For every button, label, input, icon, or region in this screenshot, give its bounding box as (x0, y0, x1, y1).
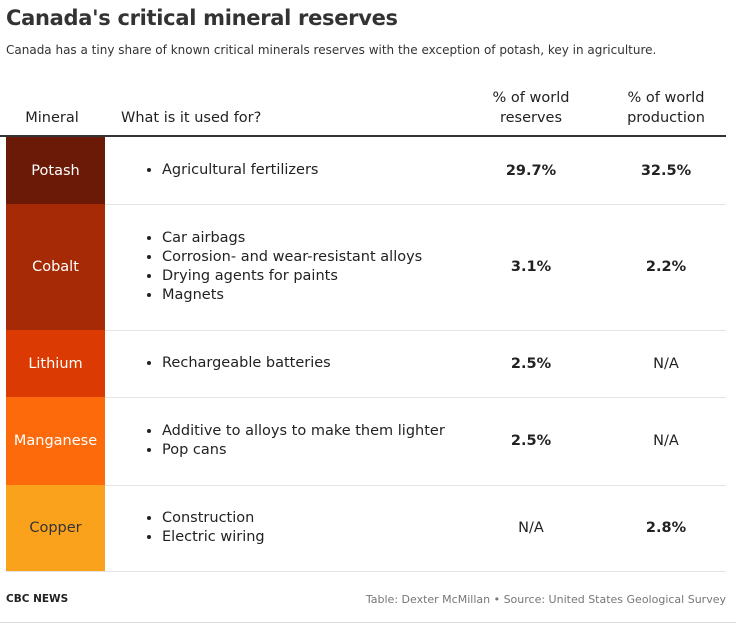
production-value: N/A (653, 355, 679, 372)
production-value: N/A (653, 433, 679, 449)
production-value: 32.5% (640, 162, 692, 179)
table-header: Mineral What is it used for? % of world … (6, 80, 726, 135)
uses-list: Rechargeable batteries (126, 354, 331, 373)
uses-list: Agricultural fertilizers (126, 161, 318, 180)
uses-list: ConstructionElectric wiring (126, 509, 265, 547)
uses-cell: Car airbagsCorrosion- and wear-resistant… (126, 204, 422, 330)
table-row: Copper ConstructionElectric wiring N/A 2.8% (6, 485, 726, 572)
table-row: Cobalt Car airbagsCorrosion- and wear-res… (6, 204, 726, 331)
uses-cell: Rechargeable batteries (126, 330, 331, 397)
uses-list: Car airbagsCorrosion- and wear-resistant… (126, 229, 422, 305)
header-reserves: % of world reserves (492, 90, 570, 126)
header-divider (0, 135, 726, 137)
use-item: Corrosion- and wear-resistant alloys (162, 248, 422, 267)
source-credit: Table: Dexter McMillan • Source: United … (365, 593, 726, 606)
use-item: Car airbags (162, 229, 422, 248)
use-item: Agricultural fertilizers (162, 161, 318, 180)
mineral-cell: Lithium (6, 330, 105, 397)
footer-divider (0, 622, 736, 623)
mineral-cell: Manganese (6, 397, 105, 485)
production-value: 2.8% (645, 520, 687, 536)
brand-logo: CBC NEWS (6, 593, 69, 605)
use-item: Drying agents for paints (162, 267, 422, 286)
use-item: Pop cans (162, 441, 445, 460)
use-item: Rechargeable batteries (162, 354, 331, 373)
mineral-cell: Potash (6, 137, 105, 204)
uses-cell: ConstructionElectric wiring (126, 485, 265, 571)
use-item: Electric wiring (162, 528, 265, 547)
chart-title: Canada's critical mineral reserves (6, 6, 398, 30)
header-mineral: Mineral (25, 110, 79, 126)
uses-cell: Agricultural fertilizers (126, 137, 318, 204)
use-item: Additive to alloys to make them lighter (162, 422, 445, 441)
reserves-value: 2.5% (510, 355, 552, 372)
header-use: What is it used for? (121, 110, 262, 126)
reserves-value: 2.5% (510, 433, 552, 449)
table-row: Lithium Rechargeable batteries 2.5% N/A (6, 330, 726, 398)
chart-subtitle: Canada has a tiny share of known critica… (6, 43, 657, 57)
header-production: % of world production (627, 90, 705, 126)
reserves-value: 29.7% (505, 162, 557, 179)
minerals-table: Mineral What is it used for? % of world … (6, 80, 726, 135)
reserves-value: N/A (518, 520, 544, 536)
mineral-cell: Copper (6, 485, 105, 571)
use-item: Magnets (162, 286, 422, 305)
uses-cell: Additive to alloys to make them lighterP… (126, 397, 445, 485)
reserves-value: 3.1% (510, 259, 552, 275)
mineral-cell: Cobalt (6, 204, 105, 330)
production-value: 2.2% (645, 259, 687, 275)
uses-list: Additive to alloys to make them lighterP… (126, 422, 445, 460)
use-item: Construction (162, 509, 265, 528)
table-row: Potash Agricultural fertilizers 29.7% 32.5% (6, 137, 726, 205)
table-row: Manganese Additive to alloys to make them… (6, 397, 726, 486)
